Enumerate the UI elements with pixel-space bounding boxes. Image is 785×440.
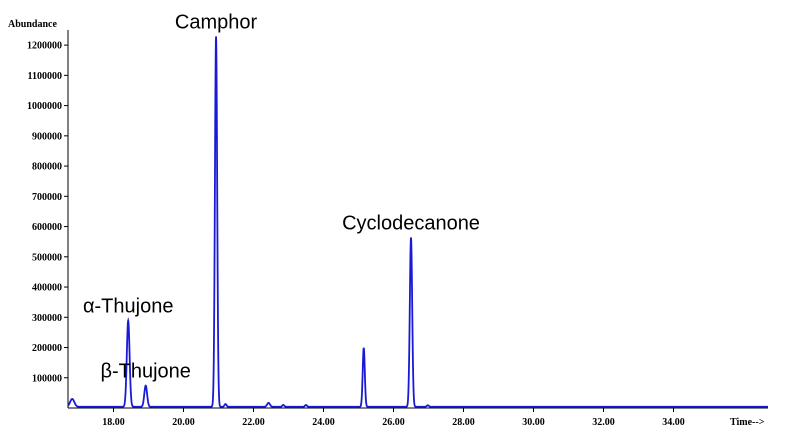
y-axis-title: Abundance [8,19,57,30]
x-tick-label: 18.00 [102,417,125,428]
y-tick-label: 100000 [32,373,62,384]
y-tick-label: 300000 [32,313,62,324]
x-axis-ticks: 18.00 20.00 22.00 24.00 26.00 28.00 30.00 32.00… [102,408,685,428]
peak-label: Camphor [175,11,258,33]
y-tick-label: 200000 [32,343,62,354]
x-tick-label: 28.00 [452,417,475,428]
y-tick-label: 1200000 [27,41,62,52]
y-tick-label: 700000 [32,192,62,203]
peak-label: Cyclodecanone [342,212,480,234]
chromatogram-trace [67,36,768,408]
x-axis-title: Time--> [730,417,765,428]
x-tick-label: 26.00 [382,417,405,428]
y-tick-label: 900000 [32,131,62,142]
x-tick-label: 20.00 [172,417,195,428]
y-axis-ticks: 100000 200000 300000 400000 500000 600000 7000… [27,41,68,384]
peak-labels: α-Thujone β-Thujone Camphor Cyclodecanone [83,11,480,382]
peak-label: β-Thujone [100,361,190,383]
y-tick-label: 1100000 [28,71,62,82]
peak-label: α-Thujone [83,296,174,318]
y-tick-label: 400000 [32,283,62,294]
y-tick-label: 600000 [32,222,62,233]
x-tick-label: 30.00 [522,417,545,428]
x-tick-label: 22.00 [242,417,265,428]
y-tick-label: 1000000 [27,101,62,112]
y-tick-label: 800000 [32,162,62,173]
x-tick-label: 34.00 [662,417,685,428]
x-tick-label: 32.00 [592,417,615,428]
x-tick-label: 24.00 [312,417,335,428]
y-tick-label: 500000 [32,252,62,263]
